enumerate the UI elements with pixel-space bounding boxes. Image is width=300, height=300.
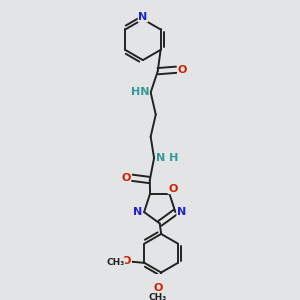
Text: N: N — [138, 12, 148, 22]
Text: N H: N H — [156, 153, 178, 163]
Text: N: N — [177, 207, 186, 217]
Text: N: N — [133, 207, 142, 217]
Text: CH₃: CH₃ — [148, 293, 167, 300]
Text: HN: HN — [130, 87, 149, 97]
Text: CH₃: CH₃ — [106, 258, 125, 267]
Text: O: O — [153, 283, 162, 292]
Text: O: O — [168, 184, 178, 194]
Text: O: O — [178, 65, 187, 75]
Text: O: O — [121, 173, 131, 183]
Text: O: O — [122, 256, 131, 266]
